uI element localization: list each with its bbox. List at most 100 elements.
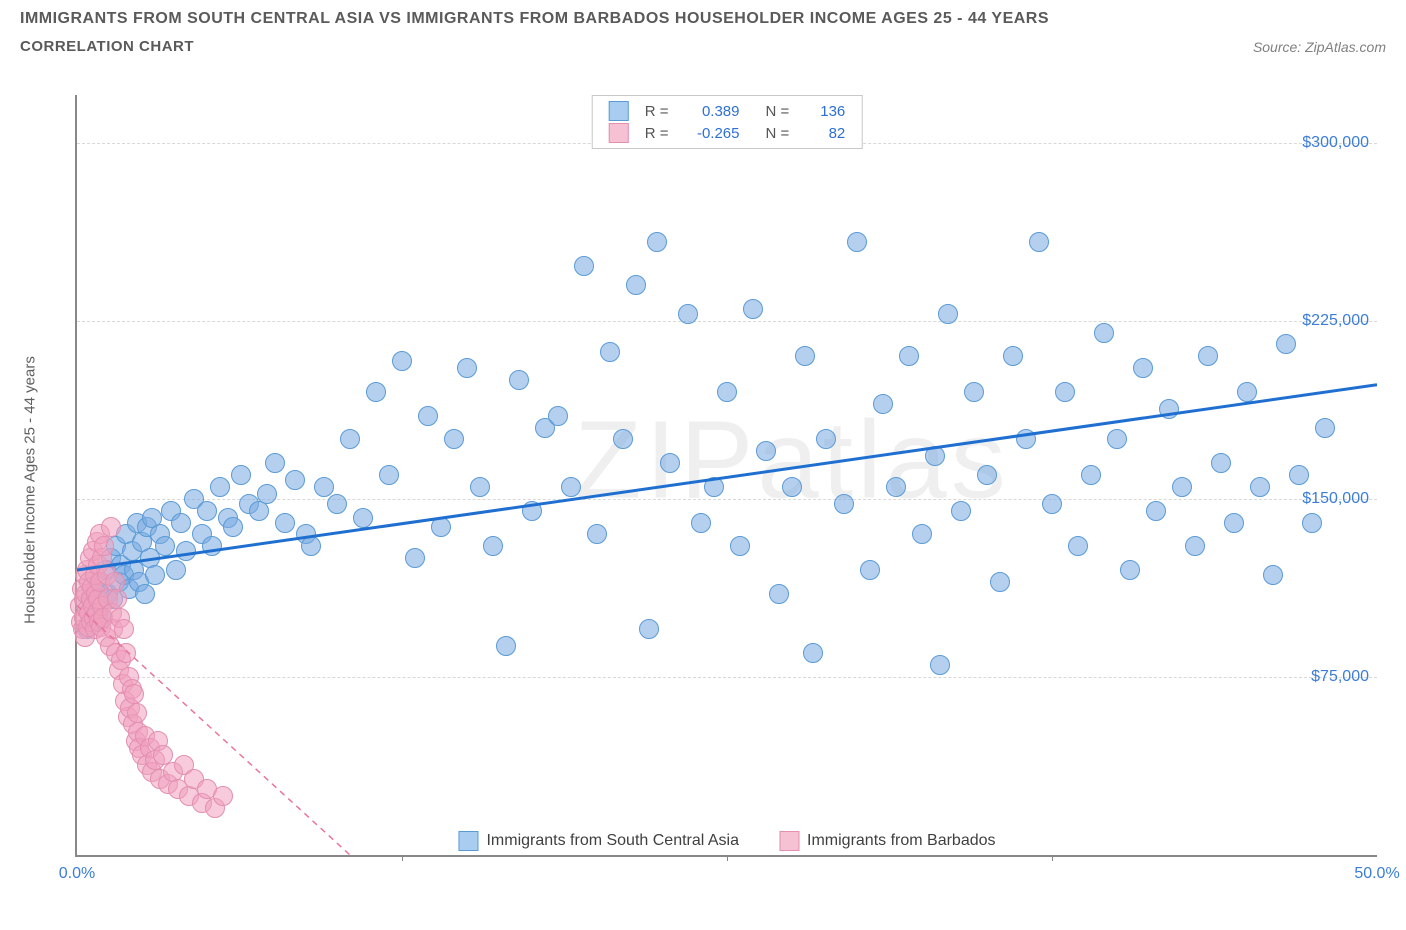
scatter-point bbox=[81, 612, 101, 632]
chart-subtitle: CORRELATION CHART bbox=[20, 38, 194, 55]
scatter-point bbox=[87, 603, 107, 623]
legend-label: Immigrants from South Central Asia bbox=[486, 832, 739, 850]
scatter-point bbox=[257, 484, 277, 504]
watermark: ZIPatlas bbox=[574, 396, 1009, 523]
scatter-point bbox=[153, 745, 173, 765]
scatter-point bbox=[1016, 429, 1036, 449]
scatter-point bbox=[353, 508, 373, 528]
scatter-point bbox=[88, 589, 108, 609]
scatter-point bbox=[1133, 358, 1153, 378]
scatter-point bbox=[613, 429, 633, 449]
scatter-point bbox=[115, 691, 135, 711]
trend-line bbox=[77, 385, 1377, 570]
legend-item: Immigrants from South Central Asia bbox=[458, 831, 739, 851]
x-tick-label: 0.0% bbox=[59, 865, 95, 883]
scatter-point bbox=[1146, 501, 1166, 521]
scatter-point bbox=[123, 714, 143, 734]
y-tick-label: $150,000 bbox=[1302, 490, 1369, 508]
scatter-point bbox=[1289, 465, 1309, 485]
scatter-point bbox=[91, 617, 111, 637]
y-tick-label: $75,000 bbox=[1311, 668, 1369, 686]
scatter-point bbox=[1159, 399, 1179, 419]
scatter-point bbox=[84, 608, 104, 628]
scatter-point bbox=[150, 524, 170, 544]
scatter-point bbox=[142, 508, 162, 528]
scatter-point bbox=[92, 596, 112, 616]
scatter-point bbox=[98, 584, 118, 604]
x-tick-mark bbox=[1052, 855, 1053, 861]
scatter-point bbox=[574, 256, 594, 276]
scatter-point bbox=[509, 370, 529, 390]
scatter-point bbox=[132, 532, 152, 552]
scatter-point bbox=[74, 608, 94, 628]
scatter-point bbox=[111, 650, 131, 670]
scatter-point bbox=[132, 745, 152, 765]
scatter-point bbox=[418, 406, 438, 426]
scatter-point bbox=[92, 548, 112, 568]
scatter-point bbox=[109, 572, 129, 592]
scatter-point bbox=[124, 684, 144, 704]
scatter-point bbox=[197, 779, 217, 799]
scatter-point bbox=[176, 541, 196, 561]
scatter-point bbox=[168, 779, 188, 799]
scatter-point bbox=[75, 627, 95, 647]
scatter-point bbox=[126, 731, 146, 751]
scatter-point bbox=[327, 494, 347, 514]
scatter-point bbox=[1315, 418, 1335, 438]
scatter-point bbox=[886, 477, 906, 497]
scatter-point bbox=[94, 536, 114, 556]
scatter-point bbox=[1003, 346, 1023, 366]
scatter-point bbox=[197, 501, 217, 521]
legend-n-value: 136 bbox=[797, 100, 853, 122]
scatter-point bbox=[74, 589, 94, 609]
scatter-point bbox=[1250, 477, 1270, 497]
scatter-point bbox=[119, 579, 139, 599]
scatter-point bbox=[717, 382, 737, 402]
scatter-point bbox=[171, 513, 191, 533]
scatter-point bbox=[1029, 232, 1049, 252]
legend-label: Immigrants from Barbados bbox=[807, 832, 996, 850]
chart-title: IMMIGRANTS FROM SOUTH CENTRAL ASIA VS IM… bbox=[20, 10, 1386, 28]
scatter-point bbox=[116, 643, 136, 663]
plot-area: ZIPatlas $75,000$150,000$225,000$300,000… bbox=[75, 95, 1377, 857]
scatter-point bbox=[79, 572, 99, 592]
scatter-point bbox=[179, 786, 199, 806]
scatter-point bbox=[249, 501, 269, 521]
scatter-point bbox=[127, 513, 147, 533]
y-tick-label: $300,000 bbox=[1302, 134, 1369, 152]
scatter-point bbox=[192, 793, 212, 813]
scatter-point bbox=[1185, 536, 1205, 556]
scatter-point bbox=[457, 358, 477, 378]
scatter-point bbox=[90, 572, 110, 592]
scatter-point bbox=[202, 536, 222, 556]
scatter-point bbox=[210, 477, 230, 497]
scatter-point bbox=[340, 429, 360, 449]
legend-r-value: 0.389 bbox=[677, 100, 748, 122]
legend-n-value: 82 bbox=[797, 122, 853, 144]
scatter-point bbox=[930, 655, 950, 675]
scatter-point bbox=[127, 703, 147, 723]
scatter-point bbox=[1094, 323, 1114, 343]
scatter-point bbox=[122, 541, 142, 561]
scatter-point bbox=[137, 755, 157, 775]
scatter-point bbox=[88, 603, 108, 623]
legend-series: Immigrants from South Central Asia Immigr… bbox=[458, 831, 995, 851]
scatter-point bbox=[265, 453, 285, 473]
scatter-point bbox=[148, 731, 168, 751]
scatter-point bbox=[89, 612, 109, 632]
scatter-point bbox=[96, 560, 116, 580]
scatter-point bbox=[1055, 382, 1075, 402]
scatter-point bbox=[71, 612, 91, 632]
scatter-point bbox=[1198, 346, 1218, 366]
scatter-point bbox=[1081, 465, 1101, 485]
scatter-point bbox=[85, 619, 105, 639]
scatter-point bbox=[756, 441, 776, 461]
scatter-point bbox=[660, 453, 680, 473]
x-tick-label: 50.0% bbox=[1354, 865, 1399, 883]
scatter-point bbox=[691, 513, 711, 533]
legend-r-label: R = bbox=[637, 100, 677, 122]
scatter-point bbox=[105, 572, 125, 592]
scatter-point bbox=[223, 517, 243, 537]
scatter-point bbox=[847, 232, 867, 252]
legend-stats: R =0.389N =136R =-0.265N =82 bbox=[592, 95, 863, 149]
